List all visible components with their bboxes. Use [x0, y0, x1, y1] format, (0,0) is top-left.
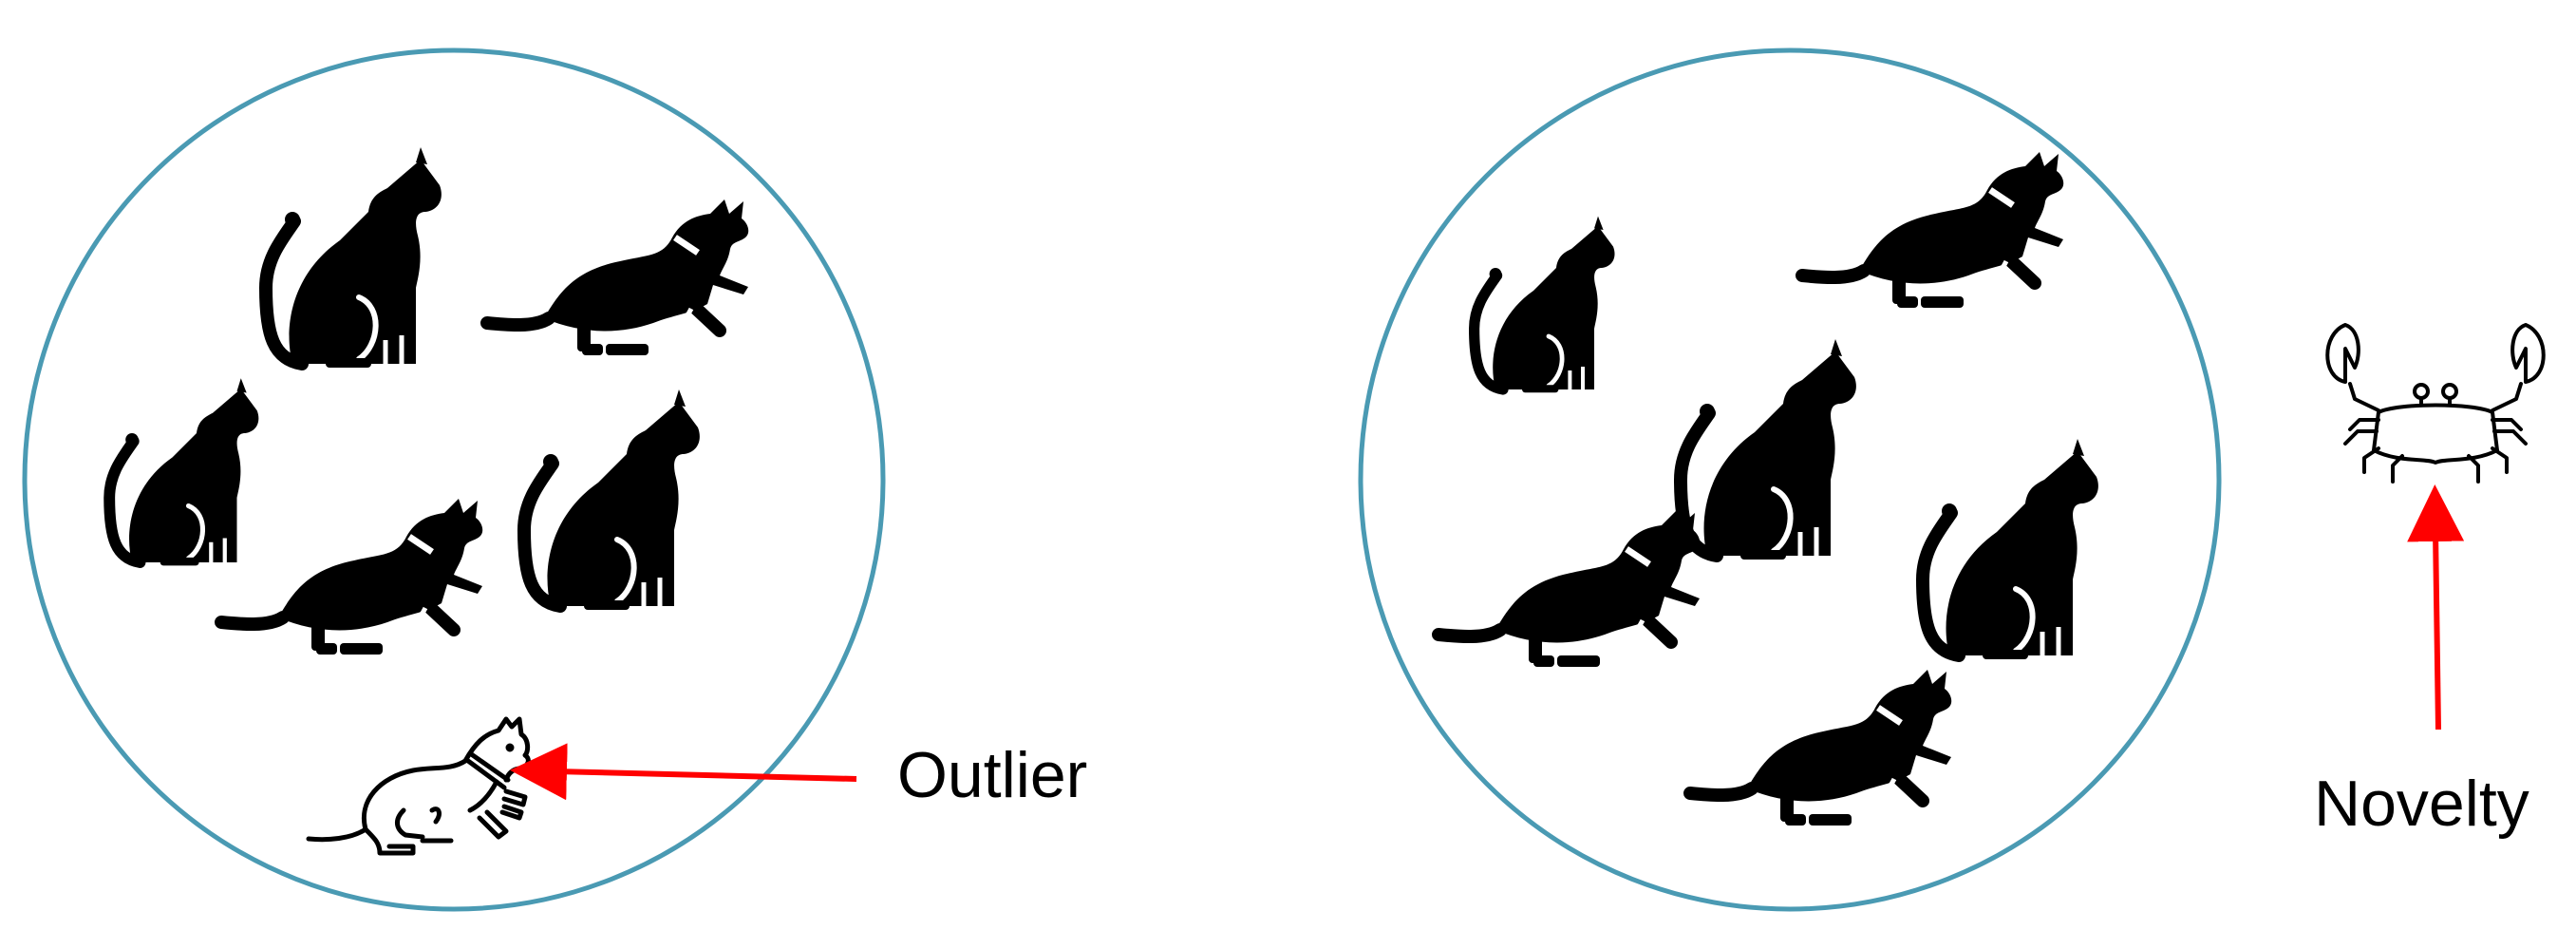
crouching-cat-icon: [221, 499, 482, 655]
sitting-cat-icon: [266, 147, 442, 368]
crouching-cat-icon: [487, 199, 748, 355]
novelty-arrow: [2407, 484, 2465, 731]
right-group: [1358, 47, 2222, 912]
sitting-cat-icon: [1923, 439, 2098, 659]
outlined-cat-icon: [309, 719, 528, 853]
right-group-circle: [1358, 47, 2222, 912]
sitting-cat-icon: [1475, 217, 1615, 393]
sitting-cat-icon: [524, 389, 700, 610]
left-group-circle: [22, 47, 886, 912]
left-group: [22, 47, 886, 912]
sitting-cat-icon: [109, 378, 258, 565]
crouching-cat-icon: [1438, 511, 1700, 667]
crouching-cat-icon: [1690, 670, 1951, 826]
crouching-cat-icon: [1802, 152, 2063, 308]
outlier-arrow: [510, 743, 857, 801]
sitting-cat-icon: [1681, 339, 1856, 560]
outlier-label: Outlier: [897, 739, 1088, 811]
crab-icon: [2325, 323, 2546, 484]
novelty-label: Novelty: [2314, 768, 2529, 840]
